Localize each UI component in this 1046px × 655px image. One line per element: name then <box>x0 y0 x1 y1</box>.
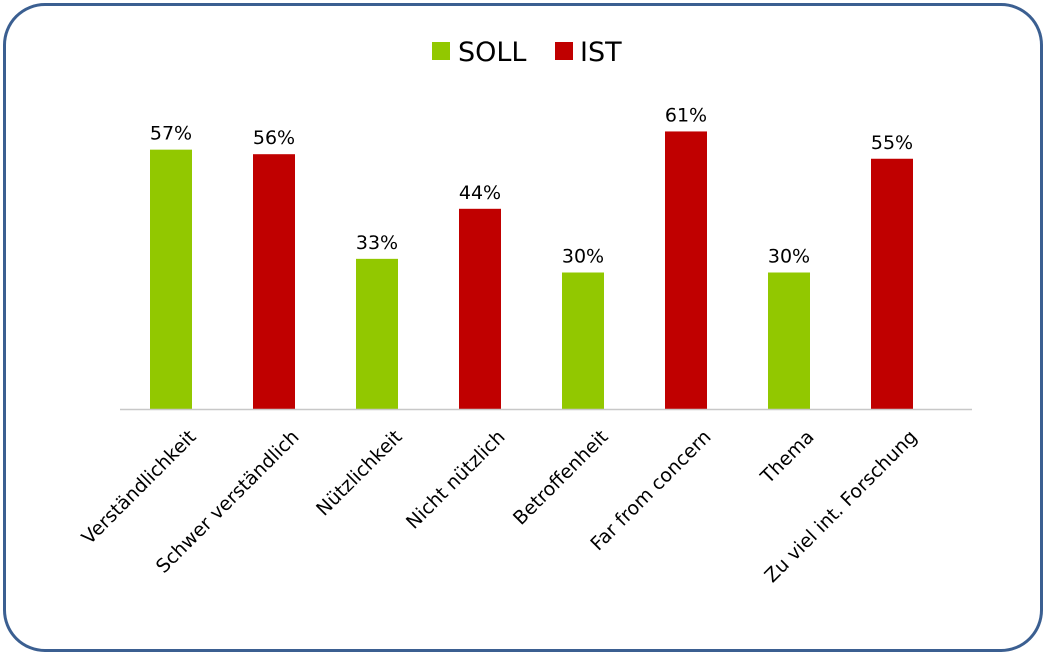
category-label-2: Nützlichkeit <box>312 426 406 520</box>
bars-group: 57% 56% 33% 44% 30% 61% 30% 55% <box>150 104 913 409</box>
legend-swatch-soll <box>432 42 450 60</box>
bar-3 <box>459 208 501 409</box>
category-label-6: Thema <box>756 426 819 489</box>
value-label-1: 56% <box>253 127 295 149</box>
bar-0 <box>150 149 192 409</box>
bar-6 <box>768 272 810 409</box>
value-label-7: 55% <box>871 132 913 154</box>
category-label-3: Nicht nützlich <box>402 426 510 534</box>
bar-2 <box>356 258 398 409</box>
value-label-4: 30% <box>562 246 604 268</box>
bar-7 <box>871 158 913 409</box>
legend-label-ist: IST <box>580 37 622 68</box>
legend: SOLL IST <box>432 37 622 68</box>
value-label-0: 57% <box>150 123 192 145</box>
value-label-5: 61% <box>665 104 707 126</box>
bar-4 <box>562 272 604 409</box>
value-label-6: 30% <box>768 246 810 268</box>
bar-5 <box>665 131 707 409</box>
bar-1 <box>253 154 295 409</box>
category-label-4: Betroffenheit <box>509 426 613 530</box>
legend-swatch-ist <box>555 42 573 60</box>
value-label-3: 44% <box>459 182 501 204</box>
legend-label-soll: SOLL <box>458 37 526 68</box>
value-label-2: 33% <box>356 232 398 254</box>
